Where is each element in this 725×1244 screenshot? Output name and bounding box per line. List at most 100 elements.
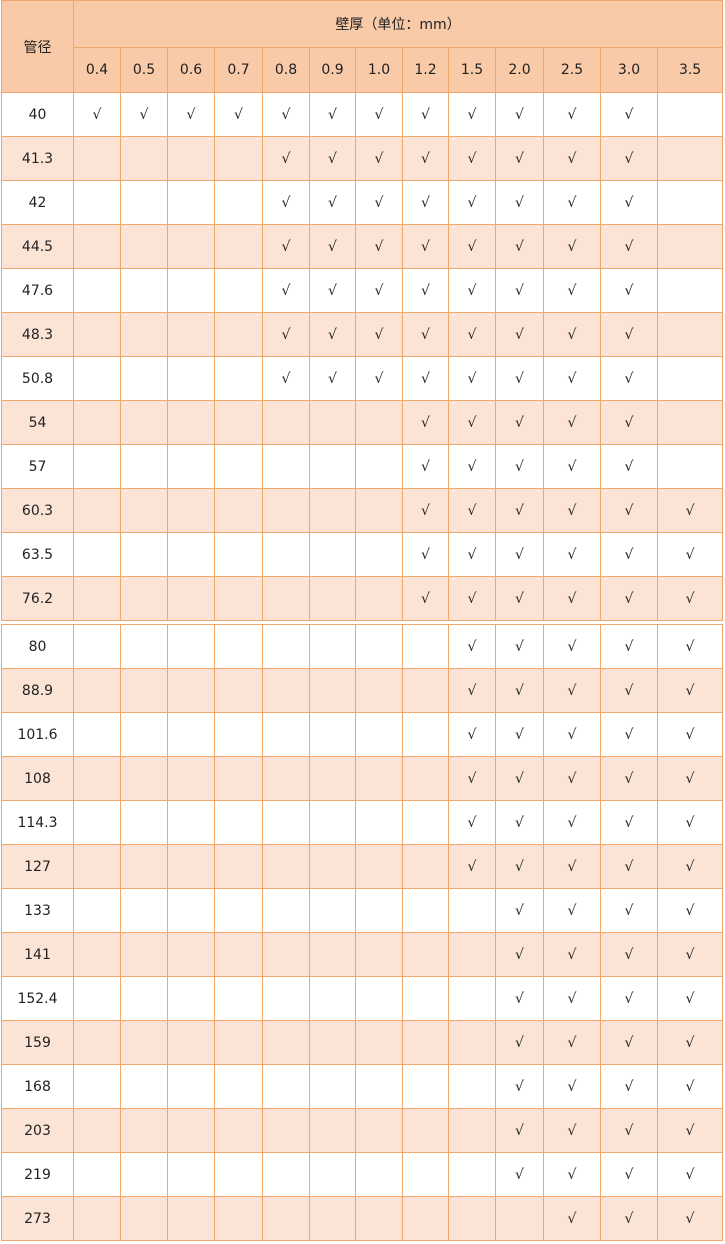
availability-cell: √ [262, 180, 310, 225]
availability-cell [309, 488, 356, 533]
availability-cell: √ [495, 1020, 544, 1065]
availability-cell: √ [657, 888, 723, 933]
availability-cell: √ [657, 976, 723, 1021]
availability-cell: √ [600, 532, 658, 577]
availability-cell: √ [495, 532, 544, 577]
availability-cell: √ [495, 668, 544, 713]
availability-cell: √ [657, 844, 723, 889]
availability-cell [167, 668, 215, 713]
availability-cell [120, 756, 168, 801]
availability-cell: √ [495, 932, 544, 977]
availability-cell [656, 268, 724, 313]
availability-cell: √ [543, 668, 601, 713]
availability-cell: √ [657, 1020, 723, 1065]
availability-cell: √ [543, 532, 601, 577]
availability-cell: √ [495, 712, 544, 757]
thickness-header: 壁厚（单位：mm） [72, 0, 724, 48]
availability-cell [167, 136, 215, 181]
availability-cell [73, 800, 121, 845]
availability-cell [309, 800, 356, 845]
availability-cell: √ [600, 136, 658, 181]
availability-cell [355, 976, 403, 1021]
spec-table-2: 80 √ √ √ √ √ 88.9 √ √ √ √ √ 101.6 √ √ √ √ √ 108 √ √ √ √ √ 114.3 √… [1, 624, 723, 1241]
availability-cell [73, 576, 121, 621]
table-row: 219 √ √ √ √ [1, 1152, 723, 1197]
availability-cell [262, 888, 310, 933]
availability-cell [402, 932, 449, 977]
availability-cell [120, 1108, 168, 1153]
availability-cell [448, 932, 496, 977]
availability-cell [262, 624, 310, 669]
availability-cell [656, 444, 724, 489]
diameter-cell: 159 [1, 1020, 74, 1065]
availability-cell [73, 1064, 121, 1109]
availability-cell [214, 1064, 263, 1109]
diameter-cell: 108 [1, 756, 74, 801]
availability-cell: √ [402, 532, 449, 577]
availability-cell: √ [262, 356, 310, 401]
availability-cell: √ [448, 224, 496, 269]
availability-cell [402, 1196, 449, 1241]
availability-cell [214, 488, 263, 533]
availability-cell: √ [600, 800, 658, 845]
availability-cell: √ [355, 92, 403, 137]
availability-cell [656, 400, 724, 445]
availability-cell [656, 224, 724, 269]
availability-cell [73, 312, 121, 357]
diameter-cell: 88.9 [1, 668, 74, 713]
availability-cell [120, 444, 168, 489]
availability-cell [167, 400, 215, 445]
availability-cell [167, 1108, 215, 1153]
diameter-cell: 101.6 [1, 712, 74, 757]
availability-cell: √ [402, 268, 449, 313]
availability-cell [120, 180, 168, 225]
availability-cell [448, 1064, 496, 1109]
availability-cell [120, 224, 168, 269]
availability-cell: √ [495, 624, 544, 669]
availability-cell: √ [600, 92, 658, 137]
diameter-cell: 273 [1, 1196, 74, 1241]
availability-cell [73, 624, 121, 669]
availability-cell: √ [402, 180, 449, 225]
availability-cell [73, 1196, 121, 1241]
availability-cell [355, 800, 403, 845]
availability-cell: √ [495, 268, 544, 313]
availability-cell [262, 488, 310, 533]
availability-cell: √ [262, 268, 310, 313]
availability-cell: √ [495, 488, 544, 533]
availability-cell [120, 624, 168, 669]
availability-cell: √ [262, 312, 310, 357]
availability-cell [120, 668, 168, 713]
thickness-col-header: 0.9 [309, 47, 356, 93]
availability-cell: √ [543, 488, 601, 533]
availability-cell [214, 1152, 263, 1197]
availability-cell: √ [495, 312, 544, 357]
table-row: 60.3 √ √ √ √ √ √ [1, 488, 724, 533]
table-row: 168 √ √ √ √ [1, 1064, 723, 1109]
availability-cell: √ [402, 576, 449, 621]
availability-cell [262, 668, 310, 713]
diameter-cell: 114.3 [1, 800, 74, 845]
availability-cell: √ [262, 92, 310, 137]
availability-cell [214, 932, 263, 977]
availability-cell: √ [657, 1196, 723, 1241]
availability-cell [262, 1020, 310, 1065]
availability-cell: √ [495, 92, 544, 137]
availability-cell: √ [600, 756, 658, 801]
availability-cell [167, 532, 215, 577]
availability-cell [309, 932, 356, 977]
availability-cell [214, 356, 263, 401]
thickness-col-header: 1.2 [402, 47, 449, 93]
availability-cell [656, 312, 724, 357]
availability-cell: √ [600, 312, 658, 357]
availability-cell: √ [657, 1152, 723, 1197]
availability-cell [355, 400, 403, 445]
availability-cell [214, 756, 263, 801]
table-row: 203 √ √ √ √ [1, 1108, 723, 1153]
availability-cell: √ [543, 932, 601, 977]
availability-cell: √ [402, 312, 449, 357]
availability-cell: √ [543, 576, 601, 621]
availability-cell [120, 312, 168, 357]
diameter-cell: 203 [1, 1108, 74, 1153]
availability-cell [402, 800, 449, 845]
